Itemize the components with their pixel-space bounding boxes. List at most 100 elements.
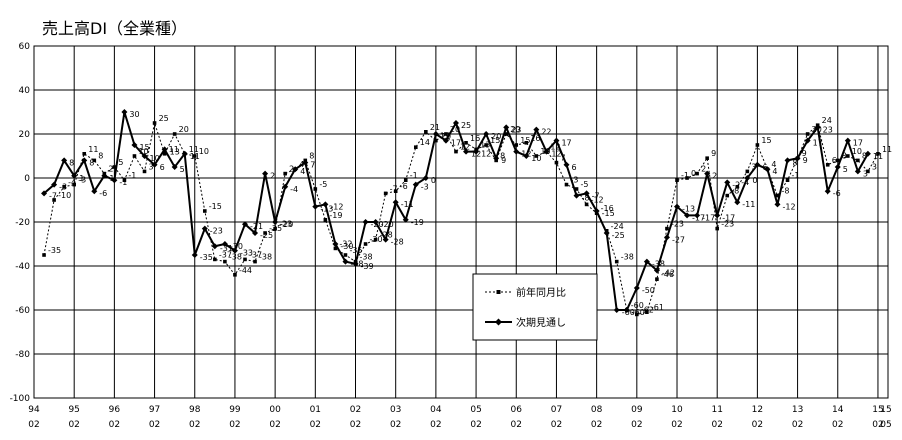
series-1-point: [432, 131, 439, 137]
series-1-data-label: -12: [330, 202, 343, 211]
series-1-point: [573, 192, 580, 199]
series-0-data-label: 15: [761, 136, 771, 145]
series-0-data-label: 0: [691, 169, 696, 178]
x-tick-label-top: 98: [189, 405, 201, 415]
series-1-point: [121, 109, 128, 115]
series-1-point: [824, 188, 831, 195]
series-0-data-label: 11: [169, 145, 179, 154]
x-tick-label-top: 01: [310, 405, 321, 415]
series-1-data-label: -7: [49, 191, 57, 200]
x-tick-label-bottom: 02: [310, 420, 321, 430]
series-0-data-label: 3: [872, 162, 877, 171]
series-1-data-label: -1: [119, 178, 127, 187]
series-0-data-label: 11: [189, 145, 199, 154]
series-0-point: [413, 145, 418, 149]
series-1-point: [744, 175, 751, 181]
series-1-point: [513, 148, 520, 155]
series-0-data-label: -60: [631, 301, 644, 310]
series-0-point: [152, 121, 157, 125]
series-0-data-label: -37: [219, 250, 232, 259]
series-0-point: [755, 143, 760, 147]
series-0-data-label: -5: [581, 180, 589, 189]
series-1-data-label: 10: [531, 154, 541, 163]
x-tick-label-top: 00: [269, 405, 281, 415]
x-tick-label-bottom: 02: [591, 420, 602, 430]
series-0-data-label: 9: [711, 149, 716, 158]
series-1-data-label: -39: [361, 262, 374, 271]
x-tick-label-top: 94: [28, 405, 40, 415]
x-tick-label-top: 03: [390, 405, 401, 415]
series-1-data-label: 9: [501, 156, 506, 165]
x-tick-label-top: 15: [880, 405, 891, 415]
series-1-point: [322, 201, 329, 208]
series-0-data-label: 8: [98, 151, 103, 160]
series-1-point: [804, 137, 811, 144]
series-1-data-label: 2: [712, 172, 717, 181]
y-tick-label: -40: [15, 262, 30, 272]
series-1-data-label: -11: [742, 200, 755, 209]
legend-box: [472, 273, 598, 341]
series-0-data-label: -15: [209, 202, 222, 211]
series-0-data-label: -4: [68, 178, 76, 187]
series-1-point: [593, 208, 600, 214]
series-0-point: [846, 154, 850, 158]
series-1-point: [252, 230, 259, 236]
series-1-point: [653, 267, 660, 274]
series-0-point: [162, 152, 167, 156]
series-0-point: [203, 209, 207, 213]
series-1-point: [282, 183, 289, 190]
series-1-point: [81, 157, 88, 164]
series-1-point: [533, 126, 540, 133]
series-1-data-label: 12: [471, 150, 481, 159]
series-0-data-label: -62: [641, 305, 654, 314]
series-0-point: [333, 246, 338, 251]
series-0-data-label: 8: [500, 151, 505, 160]
series-1-data-label: 15: [139, 143, 149, 152]
series-0-data-label: 2: [701, 165, 706, 174]
x-tick-label-bottom: 02: [229, 420, 240, 430]
series-1-data-label: 8: [793, 158, 798, 167]
series-1-data-label: -13: [682, 205, 695, 214]
series-0-data-label: 20: [510, 125, 520, 134]
series-1-point: [844, 137, 851, 144]
series-1-data-label: 20: [491, 132, 501, 141]
series-1-data-label: 3: [863, 169, 868, 178]
series-0-data-label: -5: [319, 180, 327, 189]
series-0-point: [484, 143, 488, 147]
x-tick-label-bottom: 02: [189, 420, 200, 430]
series-0-point: [464, 141, 468, 145]
series-1-point: [684, 212, 691, 219]
series-1-data-label: -12: [782, 202, 795, 211]
x-tick-label-top: 02: [350, 405, 361, 415]
series-1-point: [71, 172, 78, 179]
series-0-point: [645, 310, 649, 314]
series-0-point: [142, 169, 147, 174]
series-0-data-label: -8: [781, 187, 789, 196]
series-1-point: [201, 225, 208, 232]
series-0-point: [454, 149, 458, 154]
series-1-data-label: -38: [652, 260, 665, 269]
series-0-point: [82, 152, 87, 156]
series-0-data-label: 2: [108, 165, 113, 174]
x-tick-label-top: 95: [68, 405, 79, 415]
series-1-point: [493, 155, 500, 162]
series-0-data-label: 25: [159, 114, 169, 123]
series-0-point: [574, 187, 579, 191]
y-tick-label: -80: [15, 350, 30, 360]
series-0-data-label: 13: [480, 140, 490, 149]
series-0-data-label: -44: [239, 266, 252, 275]
series-line-0: [43, 121, 879, 315]
x-tick-label-bottom: 02: [350, 420, 361, 430]
series-1-point: [543, 148, 550, 155]
series-0-point: [805, 132, 810, 136]
x-tick-label-bottom: 02: [149, 420, 160, 430]
series-0-point: [635, 312, 639, 317]
series-0-point: [534, 154, 539, 158]
series-0-data-label: -38: [229, 253, 242, 262]
series-1-point: [674, 203, 681, 210]
series-0-data-label: 11: [882, 145, 892, 154]
series-1-data-label: -33: [240, 249, 253, 258]
y-tick-label: -20: [15, 218, 30, 228]
series-1-data-label: -19: [411, 218, 424, 227]
